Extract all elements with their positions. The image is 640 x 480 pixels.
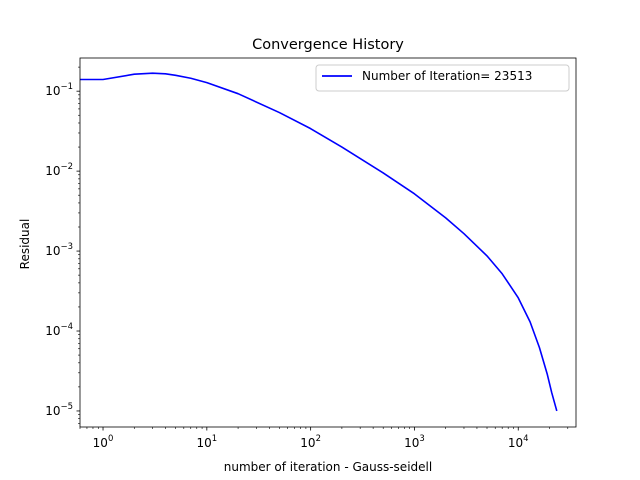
y-tick-label: 10−3 [45,242,73,258]
y-tick-label: 10−2 [45,162,73,178]
plot-area: 100 101 102 103 104 10−1 10−2 10−3 10−4 10−5 [45,57,577,450]
x-tick-label: 100 [93,434,114,450]
legend-entry-label: Number of Iteration= 23513 [362,69,532,83]
legend-box [315,64,570,92]
x-tick-label: 103 [404,434,425,450]
axes-frame [79,57,577,428]
y-tick-label: 10−1 [45,82,73,98]
y-axis-label: Residual [18,219,32,270]
x-axis-label: number of iteration - Gauss-seidell [224,460,432,474]
y-tick-label: 10−4 [45,322,73,338]
legend: Number of Iteration= 23513 [315,64,570,92]
chart-title: Convergence History [252,37,404,53]
y-tick-label: 10−5 [45,402,73,418]
x-tick-label: 101 [196,434,217,450]
series-line-0 [80,72,558,412]
x-tick-label: 104 [508,434,529,450]
x-tick-label: 102 [300,434,321,450]
